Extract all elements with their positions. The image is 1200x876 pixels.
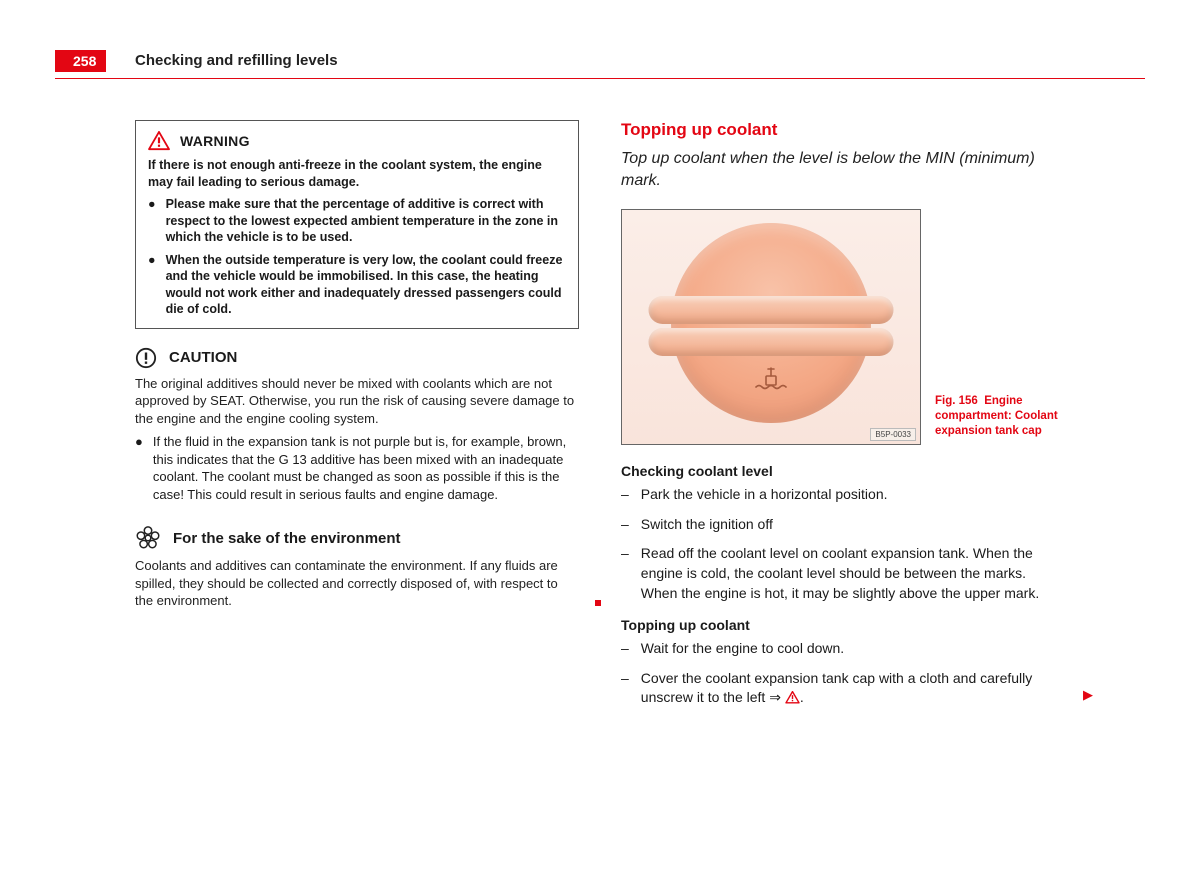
list-item-text-suffix: . — [800, 689, 804, 705]
section-intro: Top up coolant when the level is below t… — [621, 148, 1065, 191]
warning-triangle-icon — [148, 131, 170, 151]
caution-heading: CAUTION — [135, 347, 579, 369]
list-item-text: Switch the ignition off — [641, 515, 773, 535]
warning-body: If there is not enough anti-freeze in th… — [148, 157, 566, 318]
list-item-text: Wait for the engine to cool down. — [641, 639, 844, 659]
list-item: – Park the vehicle in a horizontal posit… — [621, 485, 1065, 505]
cap-grip-shape — [649, 296, 894, 324]
section-title: Topping up coolant — [621, 120, 1065, 140]
list-item-text: Cover the coolant expansion tank cap wit… — [641, 669, 1065, 708]
list-item-text: Park the vehicle in a horizontal positio… — [641, 485, 888, 505]
header-rule — [55, 78, 1145, 79]
list-item: – Cover the coolant expansion tank cap w… — [621, 669, 1065, 708]
warning-bullet: ● When the outside temperature is very l… — [148, 252, 566, 318]
list-item-text-prefix: Cover the coolant expansion tank cap wit… — [641, 670, 1032, 706]
figure-caption: Fig. 156 Engine compartment: Coolant exp… — [935, 394, 1065, 445]
environment-heading: For the sake of the environment — [135, 525, 579, 551]
page-number-badge: 258 — [55, 50, 106, 72]
flower-icon — [135, 525, 161, 551]
inline-warning-triangle-icon — [785, 691, 800, 704]
caution-body: The original additives should never be m… — [135, 375, 579, 428]
warning-box: WARNING If there is not enough anti-free… — [135, 120, 579, 329]
list-item: – Wait for the engine to cool down. — [621, 639, 1065, 659]
figure-code: B5P-0033 — [870, 428, 916, 441]
caution-circle-icon — [135, 347, 157, 369]
left-column: WARNING If there is not enough anti-free… — [135, 120, 579, 718]
warning-lead: If there is not enough anti-freeze in th… — [148, 157, 566, 190]
list-item-text: Read off the coolant level on coolant ex… — [641, 544, 1065, 603]
caution-title: CAUTION — [169, 349, 237, 366]
bullet-dot-icon: ● — [148, 252, 156, 318]
list-item: – Switch the ignition off — [621, 515, 1065, 535]
chapter-title: Checking and refilling levels — [135, 52, 338, 69]
continue-arrow-icon: ▶ — [1083, 686, 1093, 704]
environment-title: For the sake of the environment — [173, 530, 401, 547]
figure-coolant-cap: B5P-0033 — [621, 209, 921, 445]
bullet-dot-icon: ● — [135, 433, 143, 503]
dash-icon: – — [621, 639, 629, 659]
environment-body: Coolants and additives can contaminate t… — [135, 557, 579, 610]
caution-bullet-text: If the fluid in the expansion tank is no… — [153, 433, 579, 503]
right-column: Topping up coolant Top up coolant when t… — [621, 120, 1065, 718]
topup-heading: Topping up coolant — [621, 617, 1065, 633]
figure-row: B5P-0033 Fig. 156 Engine compartment: Co… — [621, 209, 1065, 445]
dash-icon: – — [621, 485, 629, 505]
check-heading: Checking coolant level — [621, 463, 1065, 479]
cap-grip-shape — [649, 328, 894, 356]
bullet-dot-icon: ● — [148, 196, 156, 246]
dash-icon: – — [621, 515, 629, 535]
coolant-symbol-icon — [754, 362, 788, 390]
warning-bullet: ● Please make sure that the percentage o… — [148, 196, 566, 246]
warning-bullet-text: When the outside temperature is very low… — [166, 252, 566, 318]
page-content: WARNING If there is not enough anti-free… — [135, 120, 1065, 718]
list-item: – Read off the coolant level on coolant … — [621, 544, 1065, 603]
section-end-icon — [595, 600, 601, 606]
caution-bullet: ● If the fluid in the expansion tank is … — [135, 433, 579, 503]
warning-heading: WARNING — [148, 131, 566, 151]
warning-bullet-text: Please make sure that the percentage of … — [166, 196, 566, 246]
dash-icon: – — [621, 544, 629, 603]
figure-caption-number: Fig. 156 — [935, 395, 978, 407]
dash-icon: – — [621, 669, 629, 708]
warning-title: WARNING — [180, 133, 250, 149]
